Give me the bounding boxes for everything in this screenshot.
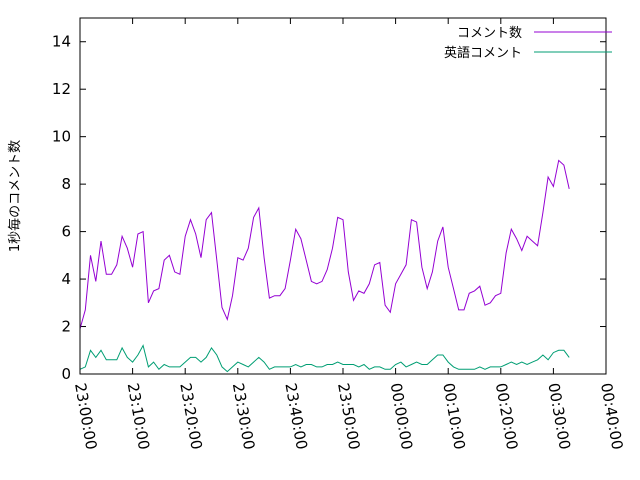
y-tick-label: 4	[61, 270, 71, 288]
y-tick-label: 10	[52, 128, 71, 146]
y-axis-title: 1秒毎のコメント数	[7, 140, 23, 252]
y-tick-label: 14	[52, 33, 71, 51]
y-tick-label: 8	[61, 175, 71, 193]
y-tick-label: 2	[61, 318, 71, 336]
y-tick-label: 12	[52, 80, 71, 98]
plot-frame	[79, 17, 607, 375]
y-tick-label: 0	[61, 365, 71, 383]
series-lines	[79, 159, 570, 373]
series-line-1	[79, 159, 570, 330]
series-line-2	[79, 344, 570, 373]
y-tick-label: 6	[61, 223, 71, 241]
y-axis-ticks: 0 2 4 6 8 10 12 14	[52, 33, 606, 383]
legend-label: 英語コメント	[444, 45, 522, 61]
legend-label: コメント数	[457, 26, 522, 41]
